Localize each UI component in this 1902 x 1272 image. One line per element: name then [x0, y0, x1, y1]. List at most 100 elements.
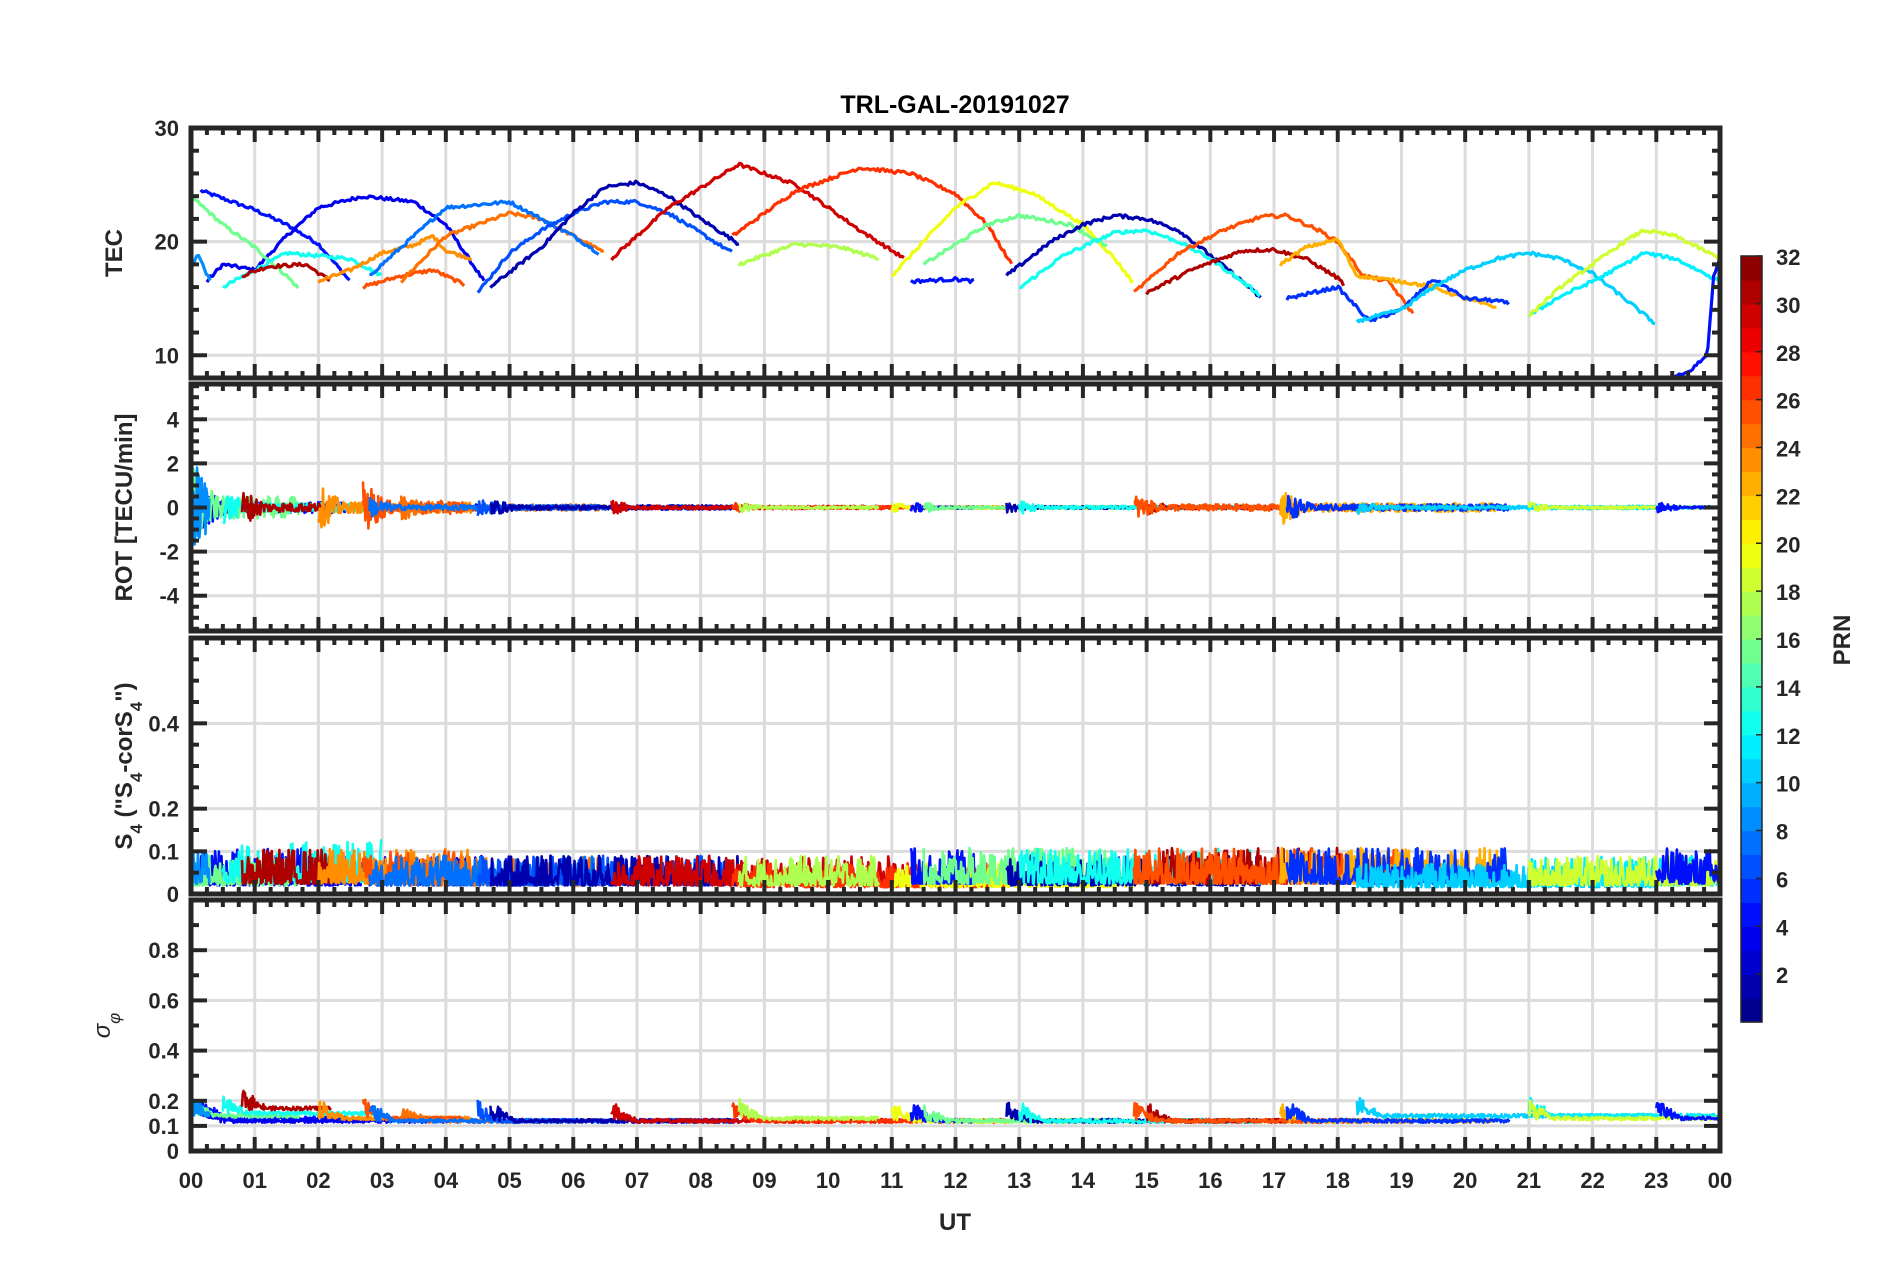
y-tick-label: -4: [159, 584, 179, 609]
colorbar-tick-label: 14: [1776, 676, 1801, 701]
colorbar-tick-label: 16: [1776, 628, 1800, 653]
y-axis-label-part: ("S: [111, 782, 138, 824]
x-tick-label: 11: [880, 1168, 903, 1193]
series-line-s4-prn5: [1655, 847, 1720, 886]
colorbar-swatch: [1741, 926, 1762, 951]
x-tick-label: 00: [179, 1168, 203, 1193]
y-axis-label-s4: S4 ("S4-corS4"): [111, 682, 146, 849]
colorbar-swatch: [1741, 519, 1762, 544]
x-tick-label: 08: [688, 1168, 712, 1193]
x-tick-label: 23: [1644, 1168, 1668, 1193]
colorbar-tick-label: 4: [1776, 915, 1789, 940]
colorbar-swatch: [1741, 543, 1762, 568]
series-line-sigma-prn31: [240, 1089, 332, 1112]
y-tick-label: 0.1: [148, 1114, 179, 1139]
colorbar-tick-label: 20: [1776, 532, 1800, 557]
series-line-tec-prn4: [205, 194, 486, 284]
colorbar-tick-label: 2: [1776, 963, 1788, 988]
colorbar-swatch: [1741, 327, 1762, 353]
series-line-tec-prn2: [489, 179, 740, 289]
colorbar-tick-label: 8: [1776, 820, 1788, 845]
series-line-rot-prn9: [191, 462, 211, 548]
series-line-tec-prn9: [191, 253, 212, 281]
y-tick-label: 0.4: [148, 1039, 179, 1064]
series-line-tec-prn19: [1528, 228, 1720, 317]
x-tick-label: 15: [1134, 1168, 1158, 1193]
series-line-tec-prn18: [737, 241, 880, 267]
colorbar-swatch: [1741, 423, 1762, 449]
axes-frame-rot: [188, 381, 1723, 634]
y-tick-label: 0.2: [148, 797, 179, 822]
series-line-rot-prn31: [240, 491, 332, 523]
x-tick-label: 01: [242, 1168, 266, 1193]
panel-tec: 10 20 30 TEC: [101, 116, 1723, 381]
colorbar-swatch: [1741, 902, 1762, 927]
series-line-tec-prn5: [909, 276, 975, 285]
colorbar-swatch: [1741, 351, 1762, 377]
y-axis-label-rot: ROT [TECU/min]: [111, 414, 138, 602]
chart-title: TRL-GAL-20191027: [840, 91, 1069, 119]
colorbar-swatch: [1741, 998, 1762, 1023]
x-tick-label: 04: [434, 1168, 459, 1193]
colorbar-swatch: [1741, 279, 1762, 305]
colorbar-tick-label: 26: [1776, 389, 1800, 414]
x-tick-label: 14: [1071, 1168, 1096, 1193]
y-tick-label: 0: [167, 1139, 179, 1164]
x-tick-label: 12: [943, 1168, 967, 1193]
y-axis-label-part: 4: [127, 701, 146, 711]
y-axis-label-part: "): [111, 682, 138, 701]
y-tick-label: 2: [167, 451, 179, 476]
colorbar-swatch: [1741, 567, 1762, 592]
y-axis-label-part: 4: [127, 772, 146, 782]
x-tick-label: 02: [306, 1168, 330, 1193]
y-tick-label: 4: [167, 407, 180, 432]
y-axis-label-part: S: [111, 834, 138, 850]
colorbar-swatch: [1741, 686, 1762, 712]
axes-frame-tec: [188, 125, 1723, 381]
series-line-tec-prn11: [1355, 250, 1656, 326]
series-line-tec-prn13: [1018, 228, 1261, 298]
colorbar-swatch: [1741, 615, 1762, 640]
series-line-s4-prn31: [240, 848, 332, 886]
series-line-sigma-prn6: [1285, 1103, 1511, 1125]
y-tick-label: 0: [167, 882, 179, 907]
y-tick-label: 0.1: [148, 839, 179, 864]
x-tick-label: 00: [1708, 1168, 1732, 1193]
x-tick-label: 06: [561, 1168, 585, 1193]
x-tick-label: 21: [1517, 1168, 1541, 1193]
colorbar-tick-label: 24: [1776, 437, 1801, 462]
series-line-s4-prn18: [737, 854, 881, 887]
colorbar-swatch: [1741, 854, 1762, 879]
series-line-tec-prn31: [241, 261, 331, 283]
colorbar-swatch: [1741, 830, 1762, 856]
colorbar-swatch: [1741, 303, 1762, 329]
x-tick-label: 18: [1326, 1168, 1350, 1193]
y-tick-label: 0: [167, 496, 179, 521]
x-tick-label: 07: [625, 1168, 649, 1193]
y-tick-label: 20: [155, 230, 179, 255]
colorbar-tick-label: 10: [1776, 772, 1800, 797]
series-group-tec: [191, 161, 1720, 378]
panel-rot: -4 -2 0 2 4 ROT [TECU/min]: [111, 381, 1723, 634]
y-tick-label: -2: [159, 540, 179, 565]
x-tick-label: 05: [497, 1168, 521, 1193]
colorbar-swatch: [1741, 974, 1762, 999]
y-tick-label: 10: [155, 343, 179, 368]
y-axis-label-part: φ: [105, 1013, 124, 1024]
colorbar-swatch: [1741, 495, 1762, 520]
series-group-rot: [191, 462, 1720, 548]
colorbar-tick-label: 12: [1776, 724, 1800, 749]
x-axis-label: UT: [939, 1209, 971, 1236]
x-tick-label: 13: [1007, 1168, 1031, 1193]
y-axis-label-part: 4: [127, 824, 146, 834]
series-line-sigma-prn18: [737, 1097, 880, 1122]
colorbar-swatch: [1741, 375, 1762, 401]
colorbar-swatch: [1741, 662, 1762, 688]
y-tick-label: 0.4: [148, 711, 179, 736]
y-axis-label-part: -corS: [111, 711, 138, 772]
series-line-sigma-prn12: [1527, 1096, 1720, 1119]
colorbar-tick-label: 22: [1776, 484, 1800, 509]
series-line-tec-prn27: [731, 166, 1014, 265]
colorbar-swatch: [1741, 399, 1762, 425]
